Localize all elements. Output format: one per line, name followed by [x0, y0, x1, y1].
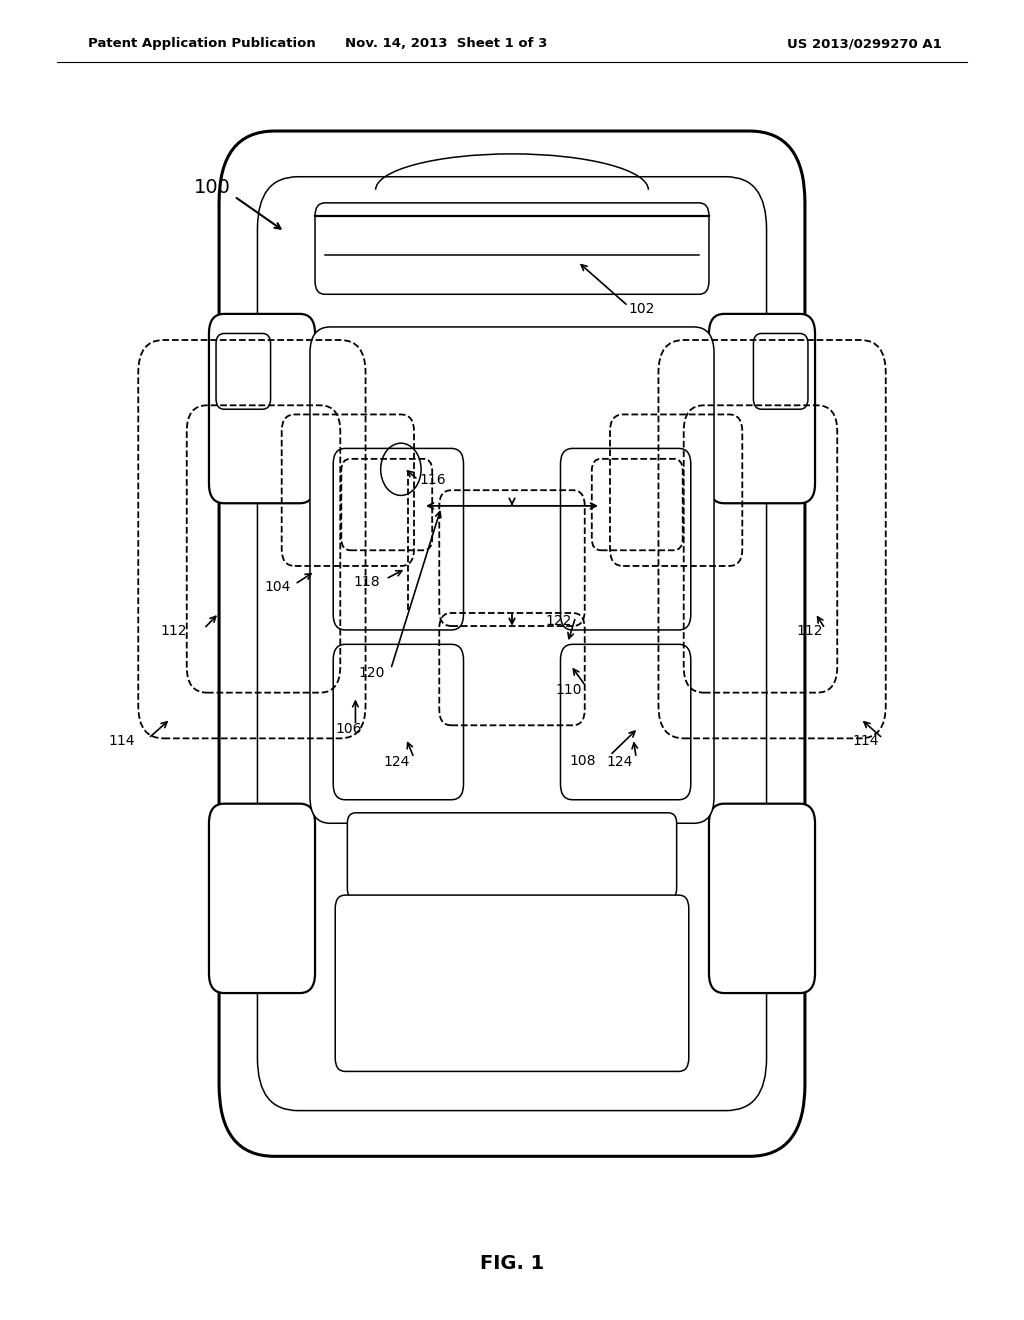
Text: Nov. 14, 2013  Sheet 1 of 3: Nov. 14, 2013 Sheet 1 of 3	[345, 37, 548, 50]
FancyBboxPatch shape	[335, 895, 689, 1072]
Text: 104: 104	[264, 579, 291, 594]
Text: 106: 106	[335, 722, 361, 737]
Text: 112: 112	[797, 624, 823, 639]
Text: 114: 114	[852, 734, 879, 748]
FancyBboxPatch shape	[560, 449, 691, 630]
Text: 112: 112	[161, 624, 187, 639]
Text: 100: 100	[194, 178, 230, 197]
Text: Patent Application Publication: Patent Application Publication	[88, 37, 315, 50]
Text: 120: 120	[358, 667, 385, 680]
FancyBboxPatch shape	[709, 314, 815, 503]
Text: 124: 124	[384, 755, 410, 768]
Text: 108: 108	[569, 754, 596, 767]
FancyBboxPatch shape	[209, 804, 315, 993]
Text: US 2013/0299270 A1: US 2013/0299270 A1	[786, 37, 941, 50]
FancyBboxPatch shape	[315, 203, 709, 294]
FancyBboxPatch shape	[219, 131, 805, 1156]
FancyBboxPatch shape	[333, 449, 464, 630]
FancyBboxPatch shape	[754, 334, 808, 409]
Text: 118: 118	[353, 574, 380, 589]
Text: 124: 124	[606, 755, 632, 768]
FancyBboxPatch shape	[333, 644, 464, 800]
Text: 114: 114	[108, 734, 134, 748]
Text: 110: 110	[555, 682, 582, 697]
FancyBboxPatch shape	[560, 644, 691, 800]
Text: 102: 102	[628, 302, 654, 315]
Text: 122: 122	[546, 614, 571, 628]
FancyBboxPatch shape	[709, 804, 815, 993]
FancyBboxPatch shape	[347, 813, 677, 899]
FancyBboxPatch shape	[310, 327, 714, 824]
FancyBboxPatch shape	[209, 314, 315, 503]
Text: 116: 116	[419, 473, 445, 487]
Text: FIG. 1: FIG. 1	[480, 1254, 544, 1272]
FancyBboxPatch shape	[257, 177, 767, 1110]
FancyBboxPatch shape	[216, 334, 270, 409]
